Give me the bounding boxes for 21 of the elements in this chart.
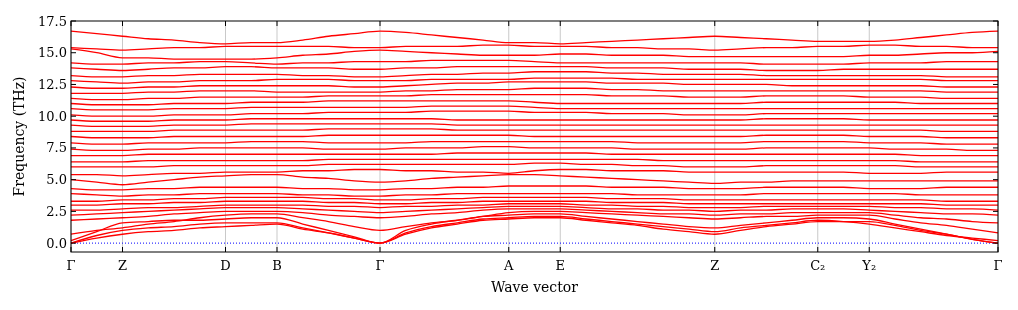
y-tick-label: 7.5 xyxy=(46,140,67,156)
y-axis-title: Frequency (THz) xyxy=(11,76,27,197)
y-tick-label: 15.0 xyxy=(38,45,67,61)
x-tick-label: Γ xyxy=(375,258,385,273)
x-tick-label: Γ xyxy=(66,258,76,273)
x-tick-label: E xyxy=(555,258,565,273)
y-tick-label: 12.5 xyxy=(38,77,67,93)
x-tick-label: Y₂ xyxy=(861,258,877,273)
x-tick-label: Z xyxy=(117,258,128,273)
x-tick-label: Γ xyxy=(993,258,1003,273)
y-tick-label: 5.0 xyxy=(46,172,67,188)
x-tick-label: C₂ xyxy=(810,258,826,273)
x-tick-label: A xyxy=(503,258,515,273)
y-tick-label: 17.5 xyxy=(38,13,67,29)
x-axis-title: Wave vector xyxy=(491,279,579,295)
y-tick-label: 0.0 xyxy=(46,235,67,251)
x-tick-label: D xyxy=(220,258,231,273)
y-tick-label: 2.5 xyxy=(46,203,67,219)
y-tick-label: 10.0 xyxy=(38,108,67,124)
x-tick-label: B xyxy=(272,258,282,273)
x-tick-label: Z xyxy=(710,258,720,273)
